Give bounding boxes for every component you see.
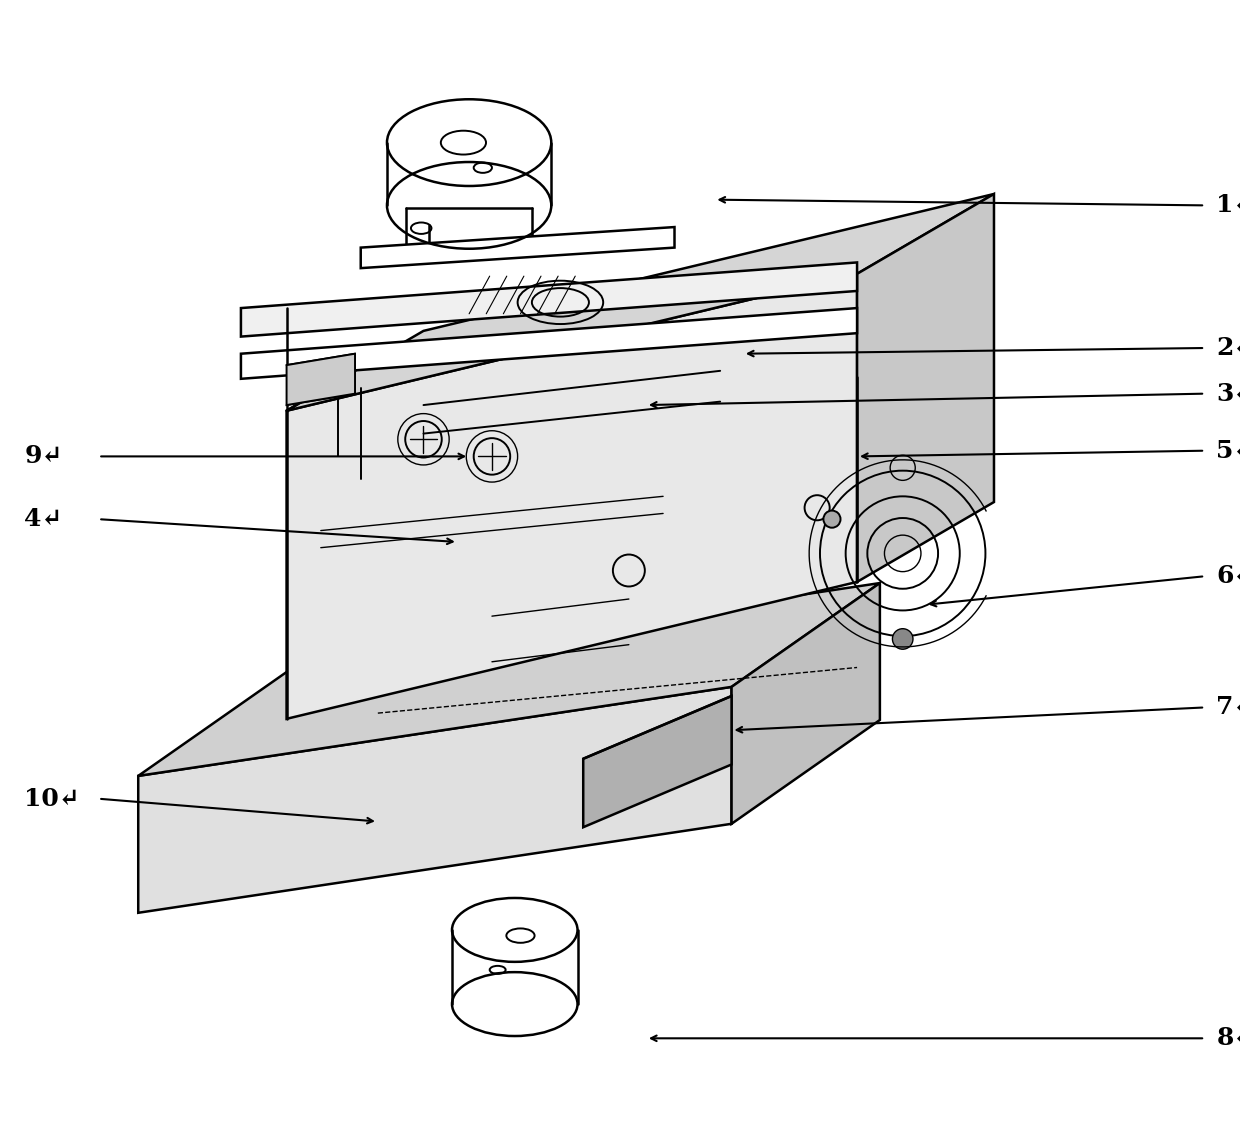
- Ellipse shape: [893, 629, 913, 649]
- Polygon shape: [857, 194, 994, 582]
- Polygon shape: [286, 354, 355, 405]
- Polygon shape: [286, 274, 857, 719]
- Polygon shape: [138, 583, 880, 776]
- Text: 7↵: 7↵: [1216, 695, 1240, 720]
- Text: 1↵: 1↵: [1216, 193, 1240, 218]
- Polygon shape: [241, 262, 857, 337]
- Polygon shape: [583, 696, 732, 827]
- Polygon shape: [286, 194, 994, 411]
- Text: 5↵: 5↵: [1216, 438, 1240, 463]
- Polygon shape: [241, 308, 857, 379]
- Text: 2↵: 2↵: [1216, 335, 1240, 361]
- Text: 10↵: 10↵: [24, 786, 79, 811]
- Text: 4↵: 4↵: [24, 507, 62, 532]
- Text: 3↵: 3↵: [1216, 381, 1240, 406]
- Text: 9↵: 9↵: [24, 444, 63, 469]
- Polygon shape: [732, 583, 880, 824]
- Polygon shape: [138, 687, 732, 913]
- Text: 8↵: 8↵: [1216, 1026, 1240, 1051]
- Text: 6↵: 6↵: [1216, 564, 1240, 589]
- Polygon shape: [361, 227, 675, 268]
- Ellipse shape: [823, 510, 841, 527]
